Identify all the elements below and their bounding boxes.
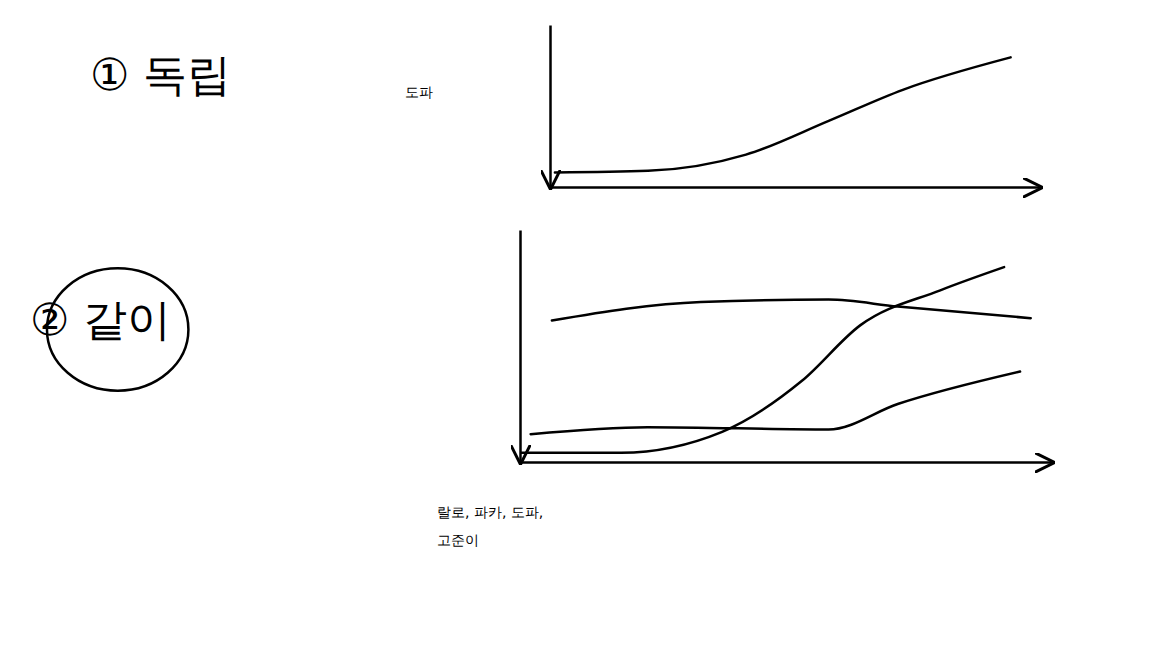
y-axis	[550, 26, 551, 188]
chart	[520, 231, 1053, 463]
line	[531, 372, 1020, 435]
y-axis	[520, 231, 521, 463]
y-axis-line	[519, 231, 522, 463]
canvas: 도파 ① 독립 ② 같이랄로, 파카, 도파, 고준이	[0, 0, 1152, 648]
y-axis-line	[549, 26, 552, 188]
annotation: 랄로, 파카, 도파,	[437, 504, 543, 520]
plot-area	[555, 57, 1011, 172]
plot-area	[520, 267, 1031, 453]
title: ① 독립	[90, 49, 231, 100]
line	[555, 57, 1011, 172]
x-axis	[551, 187, 1041, 188]
x-axis-line	[551, 186, 1041, 189]
x-axis-line	[521, 461, 1053, 464]
annotation: 고준이	[437, 532, 479, 548]
line	[552, 300, 1031, 321]
line	[520, 267, 1004, 453]
series-label: 도파	[405, 84, 433, 100]
x-axis	[521, 462, 1053, 463]
title: ② 같이	[30, 294, 171, 345]
chart	[551, 26, 1041, 188]
